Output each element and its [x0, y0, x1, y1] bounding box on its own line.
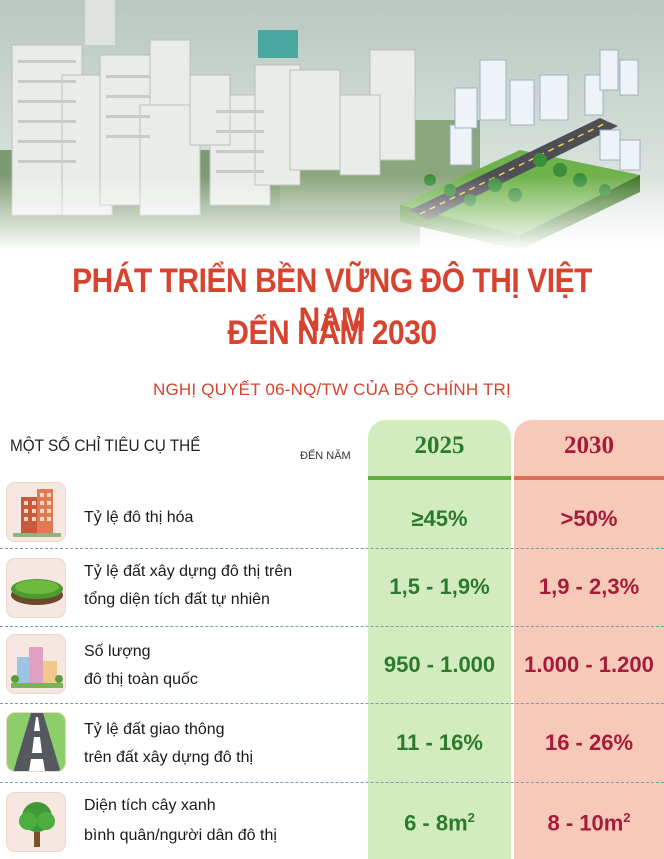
- value-2030: 16 - 26%: [544, 730, 634, 755]
- year-2030-underline: [514, 476, 664, 480]
- subtitle: NGHỊ QUYẾT 06-NQ/TW CỦA BỘ CHÍNH TRỊ: [153, 380, 511, 399]
- column-2030-background: [514, 420, 664, 859]
- section-label: MỘT SỐ CHỈ TIÊU CỤ THỂ: [10, 436, 201, 455]
- value-2025: 11 - 16%: [396, 730, 483, 755]
- page-title-line2: ĐẾN NĂM 2030: [227, 314, 437, 352]
- city-cluster-icon: [6, 634, 66, 694]
- column-2025-background: [368, 420, 511, 859]
- indicator-row-urbanization: Tỷ lệ đô thị hóa ≥45% >50%: [0, 482, 664, 544]
- value-2025: ≥45%: [411, 506, 468, 531]
- land-patch-icon: [6, 558, 66, 618]
- year-2025-header: 2025: [414, 432, 465, 459]
- year-prefix-label: ĐẾN NĂM: [300, 450, 351, 462]
- indicator-label-line2: tổng diện tích đất tự nhiên: [84, 591, 270, 608]
- page-title-line1: PHÁT TRIỂN BỀN VỮNG ĐÔ THỊ VIỆT NAM: [72, 262, 592, 339]
- value-2030: 1.000 - 1.200: [524, 652, 654, 677]
- indicator-row-urban-land: Tỷ lệ đất xây dựng đô thị trên tổng diện…: [0, 552, 664, 628]
- indicator-row-green-area: Diện tích cây xanh bình quân/người dân đ…: [0, 786, 664, 859]
- year-2030-header: 2030: [564, 432, 614, 459]
- indicator-row-transport-land: Tỷ lệ đất giao thông trên đất xây dựng đ…: [0, 708, 664, 780]
- tree-icon: [6, 792, 66, 852]
- year-2025-underline: [368, 476, 511, 480]
- row-divider: [0, 626, 664, 627]
- indicator-label-line1: Tỷ lệ đất giao thông: [84, 721, 225, 738]
- indicator-label-line2: trên đất xây dựng đô thị: [84, 749, 254, 766]
- row-divider: [0, 703, 664, 704]
- indicator-label: Tỷ lệ đô thị hóa: [84, 509, 194, 526]
- value-2030: 8 - 10m: [547, 810, 624, 836]
- row-divider: [0, 782, 664, 783]
- indicator-label-line1: Diện tích cây xanh: [84, 797, 216, 814]
- value-2025-wrap: 6 - 8m2: [368, 810, 511, 836]
- indicator-label-line2: đô thị toàn quốc: [84, 671, 198, 688]
- indicator-row-city-count: Số lượng đô thị toàn quốc 950 - 1.000 1.…: [0, 630, 664, 702]
- value-2030: 1,9 - 2,3%: [538, 574, 640, 599]
- value-2030-wrap: 8 - 10m2: [514, 810, 664, 836]
- unit-superscript: 2: [467, 810, 475, 825]
- value-2025: 950 - 1.000: [383, 652, 496, 677]
- unit-superscript: 2: [623, 810, 631, 825]
- indicator-label-line1: Tỷ lệ đất xây dựng đô thị trên: [84, 563, 293, 580]
- value-2025: 6 - 8m: [404, 810, 468, 836]
- indicator-label-line2: bình quân/người dân đô thị: [84, 827, 277, 844]
- hero-city-illustration: [0, 0, 664, 250]
- row-divider: [0, 548, 664, 549]
- road-icon: [6, 712, 66, 772]
- apartment-building-icon: [6, 482, 66, 542]
- value-2030: >50%: [560, 506, 618, 531]
- indicator-label-line1: Số lượng: [84, 643, 151, 660]
- value-2025: 1,5 - 1,9%: [389, 574, 490, 599]
